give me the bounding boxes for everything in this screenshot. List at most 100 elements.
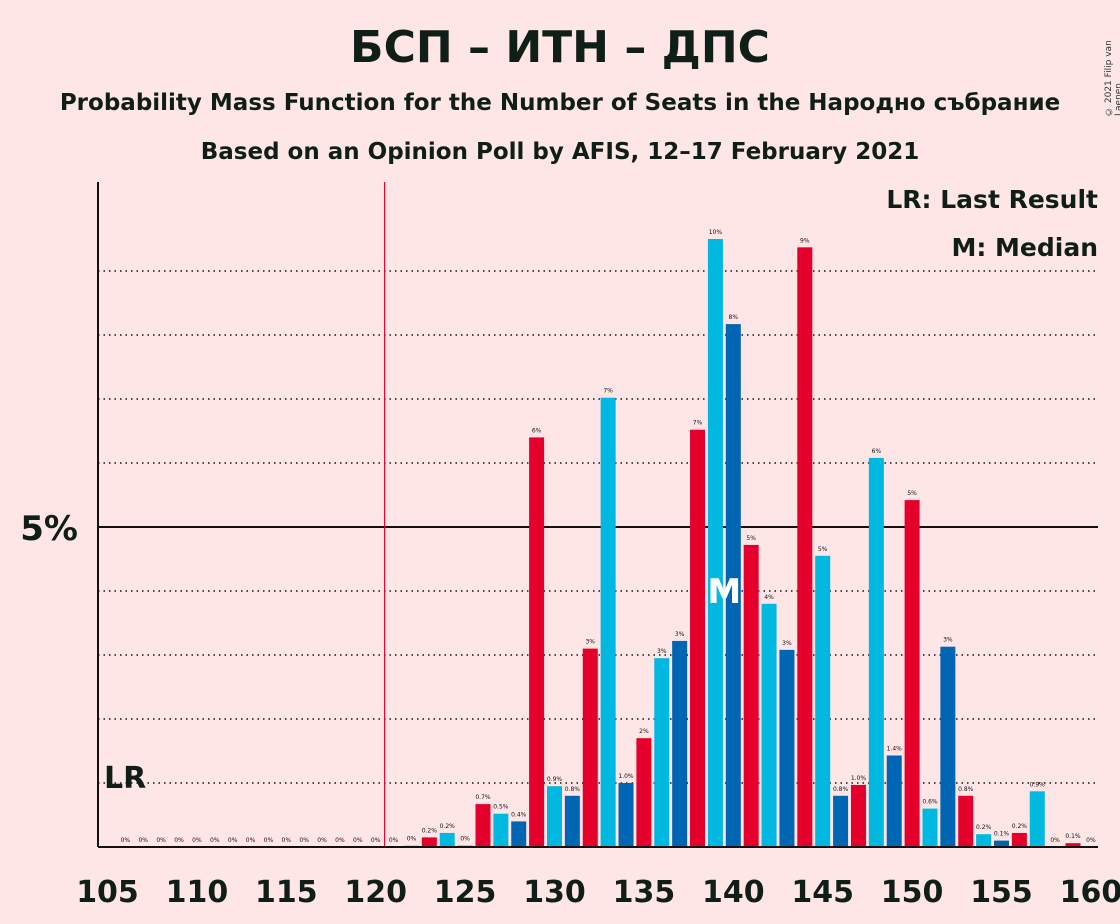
- bar-labels: 0% 0% 0% 0% 0% 0% 0% 0% 0% 0% 0% 0% 0% 0% 0% 0% 0%0.2%0.…: [121, 229, 1096, 844]
- bar-label-seat-107: 0%: [138, 837, 148, 844]
- bar-label-seat-160: 0%: [1086, 837, 1096, 844]
- bar-label-seat-156: 0.2%: [1012, 823, 1028, 830]
- x-tick-label-160: 160: [1060, 875, 1120, 910]
- bar-seat-128: [511, 821, 527, 847]
- chart-subtitle-source: Based on an Opinion Poll by AFIS, 12–17 …: [200, 139, 920, 165]
- bar-label-seat-134: 1.0%: [618, 773, 634, 780]
- x-tick-label-145: 145: [791, 875, 854, 910]
- bar-seat-130: [547, 786, 562, 847]
- bar-label-seat-144: 9%: [800, 237, 810, 244]
- bar-label-seat-109: 0%: [174, 837, 184, 844]
- bar-label-seat-155: 0.1%: [994, 831, 1010, 838]
- bar-seat-152: [940, 646, 956, 847]
- bar-seat-144: [797, 247, 813, 847]
- bar-seat-157: [1029, 791, 1045, 847]
- bar-seat-131: [564, 795, 580, 847]
- axes: 5% LR 105 110 115 120 125 130 135 140 145 150 155 160: [20, 182, 1120, 910]
- x-tick-label-105: 105: [76, 875, 139, 910]
- bar-label-seat-145: 5%: [818, 546, 828, 553]
- bar-seat-133: [600, 397, 616, 847]
- bar-label-seat-114: 0%: [264, 837, 274, 844]
- bar-seat-147: [850, 784, 866, 847]
- bar-label-seat-124: 0.2%: [440, 823, 456, 830]
- bar-seat-150: [904, 500, 920, 847]
- bar-label-seat-118: 0%: [335, 837, 345, 844]
- bar-label-seat-153: 0.8%: [958, 786, 974, 793]
- bar-label-seat-127: 0.5%: [493, 804, 509, 811]
- bar-label-seat-137: 3%: [675, 631, 685, 638]
- bar-label-seat-131: 0.8%: [565, 786, 581, 793]
- median-marker: M: [707, 572, 741, 612]
- bar-seat-148: [868, 457, 884, 847]
- bar-label-seat-152: 3%: [943, 637, 953, 644]
- bar-seat-156: [1011, 832, 1027, 847]
- bar-label-seat-158: 0%: [1050, 837, 1060, 844]
- bar-label-seat-106: 0%: [121, 837, 131, 844]
- chart-subtitle: Probability Mass Function for the Number…: [59, 90, 1061, 116]
- bar-label-seat-142: 4%: [764, 594, 774, 601]
- bar-label-seat-122: 0%: [407, 836, 417, 843]
- bar-seat-127: [493, 813, 509, 847]
- bar-label-seat-151: 0.6%: [922, 799, 938, 806]
- bar-label-seat-112: 0%: [228, 837, 238, 844]
- bar-seat-138: [690, 429, 706, 847]
- bar-label-seat-116: 0%: [299, 837, 309, 844]
- x-tick-label-110: 110: [166, 875, 229, 910]
- bar-seat-139: [707, 239, 723, 847]
- bar-seat-142: [761, 603, 777, 847]
- bar-label-seat-120: 0%: [371, 837, 381, 844]
- y-tick-label: 5%: [20, 509, 78, 549]
- bar-seat-151: [922, 808, 938, 847]
- bar-label-seat-121: 0%: [389, 837, 399, 844]
- bar-label-seat-150: 5%: [907, 490, 917, 497]
- bar-seat-134: [618, 783, 634, 847]
- bar-seat-129: [529, 437, 545, 847]
- last-result-label: LR: [104, 761, 146, 796]
- bar-label-seat-149: 1.4%: [887, 745, 903, 752]
- bar-label-seat-140: 8%: [729, 314, 739, 321]
- bar-label-seat-143: 3%: [782, 640, 792, 647]
- x-tick-label-125: 125: [434, 875, 497, 910]
- bar-seat-143: [779, 649, 795, 847]
- x-tick-label-130: 130: [523, 875, 586, 910]
- bar-label-seat-108: 0%: [156, 837, 166, 844]
- bar-label-seat-132: 3%: [585, 639, 595, 646]
- bar-label-seat-138: 7%: [693, 420, 703, 427]
- bar-seat-132: [582, 648, 598, 847]
- x-tick-label-135: 135: [613, 875, 676, 910]
- x-tick-label-120: 120: [344, 875, 407, 910]
- bar-seat-137: [672, 640, 688, 847]
- bar-label-seat-119: 0%: [353, 837, 363, 844]
- bar-label-seat-133: 7%: [603, 388, 613, 395]
- bar-label-seat-110: 0%: [192, 837, 202, 844]
- bar-label-seat-129: 6%: [532, 427, 542, 434]
- bar-label-seat-148: 6%: [872, 448, 882, 455]
- legend-last-result: LR: Last Result: [886, 185, 1098, 214]
- bar-label-seat-141: 5%: [746, 535, 756, 542]
- bar-label-seat-130: 0.9%: [547, 776, 563, 783]
- x-tick-label-140: 140: [702, 875, 765, 910]
- bar-label-seat-123: 0.2%: [422, 827, 438, 834]
- bar-seat-153: [958, 795, 974, 847]
- bar-seat-146: [833, 795, 849, 847]
- bar-label-seat-136: 3%: [657, 648, 667, 655]
- x-tick-label-115: 115: [255, 875, 318, 910]
- bar-seat-149: [886, 755, 902, 847]
- x-tick-label-155: 155: [970, 875, 1033, 910]
- bar-label-seat-111: 0%: [210, 837, 220, 844]
- legend-median: M: Median: [951, 233, 1098, 262]
- bar-label-seat-146: 0.8%: [833, 786, 849, 793]
- chart-title: БСП – ИТН – ДПС: [350, 22, 770, 73]
- bar-seat-155: [994, 840, 1009, 847]
- bar-label-seat-113: 0%: [246, 837, 256, 844]
- bar-seat-159: [1065, 843, 1081, 847]
- bar-seat-136: [654, 658, 670, 847]
- bar-seat-140: [725, 324, 741, 847]
- bar-label-seat-159: 0.1%: [1065, 833, 1081, 840]
- bar-label-seat-125: 0%: [460, 836, 470, 843]
- bar-seat-135: [636, 738, 652, 847]
- bar-label-seat-128: 0.4%: [511, 811, 527, 818]
- bar-seat-154: [976, 834, 992, 847]
- bar-label-seat-115: 0%: [282, 837, 292, 844]
